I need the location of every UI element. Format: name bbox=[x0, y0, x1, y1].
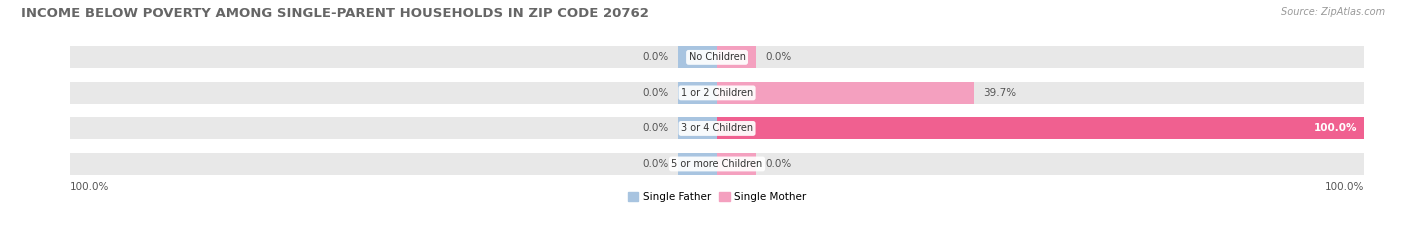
Text: 100.0%: 100.0% bbox=[70, 182, 110, 192]
Text: 5 or more Children: 5 or more Children bbox=[672, 159, 762, 169]
Text: 3 or 4 Children: 3 or 4 Children bbox=[681, 123, 754, 134]
Bar bbox=[678, 46, 717, 69]
Legend: Single Father, Single Mother: Single Father, Single Mother bbox=[628, 192, 806, 202]
Bar bbox=[678, 117, 717, 140]
Text: 0.0%: 0.0% bbox=[643, 52, 669, 62]
Bar bbox=[70, 153, 1364, 175]
Text: 0.0%: 0.0% bbox=[643, 88, 669, 98]
Bar bbox=[70, 46, 1364, 69]
Text: 100.0%: 100.0% bbox=[1313, 123, 1357, 134]
Bar bbox=[717, 117, 1364, 140]
Text: 0.0%: 0.0% bbox=[643, 159, 669, 169]
Text: 39.7%: 39.7% bbox=[984, 88, 1017, 98]
Text: 100.0%: 100.0% bbox=[1324, 182, 1364, 192]
Bar bbox=[70, 117, 1364, 140]
Bar bbox=[678, 153, 717, 175]
Text: No Children: No Children bbox=[689, 52, 745, 62]
Text: Source: ZipAtlas.com: Source: ZipAtlas.com bbox=[1281, 7, 1385, 17]
Bar bbox=[678, 82, 717, 104]
Text: 0.0%: 0.0% bbox=[765, 52, 792, 62]
Text: 0.0%: 0.0% bbox=[765, 159, 792, 169]
Bar bbox=[70, 82, 1364, 104]
Bar bbox=[717, 46, 756, 69]
Bar bbox=[717, 153, 756, 175]
Text: 1 or 2 Children: 1 or 2 Children bbox=[681, 88, 754, 98]
Text: INCOME BELOW POVERTY AMONG SINGLE-PARENT HOUSEHOLDS IN ZIP CODE 20762: INCOME BELOW POVERTY AMONG SINGLE-PARENT… bbox=[21, 7, 650, 20]
Text: 0.0%: 0.0% bbox=[643, 123, 669, 134]
Bar bbox=[717, 82, 974, 104]
